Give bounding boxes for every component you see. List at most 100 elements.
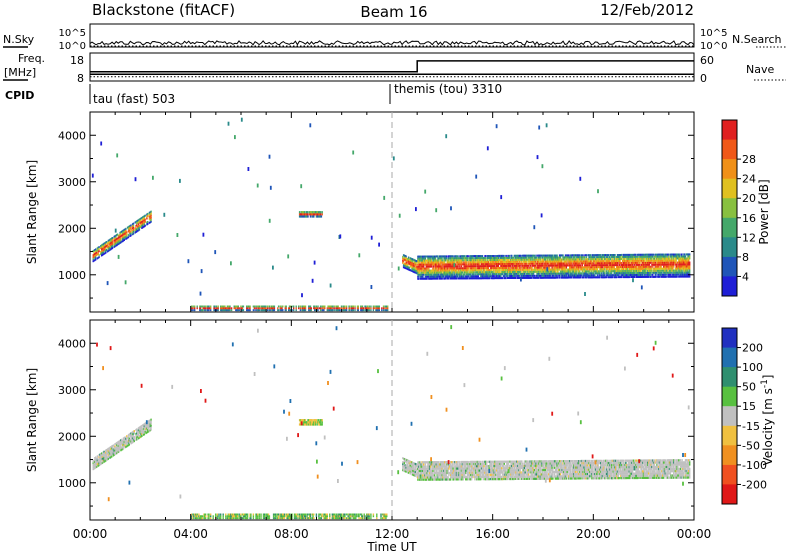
range-gate-cell <box>566 264 568 267</box>
range-gate-cell <box>126 439 128 442</box>
range-gate-cell <box>600 262 602 265</box>
range-gate-cell <box>107 249 109 252</box>
range-gate-cell <box>569 266 571 269</box>
range-gate-cell <box>403 262 406 265</box>
sparse-echo <box>152 175 154 180</box>
range-gate-cell <box>455 273 458 276</box>
range-gate-cell <box>501 277 503 280</box>
range-gate-cell <box>454 271 457 274</box>
range-gate-cell <box>632 257 635 260</box>
range-gate-cell <box>476 277 479 280</box>
range-gate-cell <box>510 258 512 261</box>
range-gate-cell <box>571 258 573 261</box>
range-gate-cell <box>403 254 406 257</box>
sparse-echo <box>584 292 586 296</box>
range-gate-cell <box>616 260 619 262</box>
range-gate-cell <box>524 264 526 267</box>
range-gate-cell <box>640 265 642 268</box>
range-gate-cell <box>407 262 410 265</box>
range-gate-cell <box>548 272 550 275</box>
range-gate-cell <box>123 439 125 441</box>
range-gate-cell <box>507 260 510 263</box>
range-gate-cell <box>107 245 109 248</box>
range-gate-cell <box>439 255 442 258</box>
range-gate-cell <box>469 257 471 260</box>
range-gate-cell <box>642 263 644 266</box>
range-gate-cell <box>141 227 143 229</box>
range-gate-cell <box>101 253 104 256</box>
range-gate-cell <box>573 266 575 269</box>
range-gate-cell <box>649 257 651 260</box>
range-gate-cell <box>361 309 363 312</box>
range-gate-cell <box>131 225 134 228</box>
range-gate-cell <box>499 261 501 263</box>
range-gate-cell <box>136 224 138 227</box>
range-gate-cell <box>652 263 655 266</box>
range-gate-cell <box>627 272 630 274</box>
range-gate-cell <box>466 269 469 272</box>
range-gate-cell <box>562 268 564 271</box>
range-gate-cell <box>431 273 433 276</box>
range-gate-cell <box>549 260 552 263</box>
range-gate-cell <box>647 275 650 278</box>
range-gate-cell <box>413 268 415 271</box>
range-gate-cell <box>560 258 562 261</box>
sparse-echo <box>597 189 599 194</box>
range-gate-cell <box>480 269 483 272</box>
range-gate-cell <box>539 268 541 271</box>
range-gate-cell <box>362 309 364 312</box>
range-gate-cell <box>610 262 612 265</box>
range-gate-cell <box>623 276 625 279</box>
range-gate-cell <box>595 262 597 265</box>
range-gate-cell <box>483 257 485 260</box>
range-gate-cell <box>575 262 578 265</box>
range-gate-cell <box>569 264 572 267</box>
range-gate-cell <box>664 253 666 256</box>
range-gate-cell <box>132 432 135 435</box>
range-gate-cell <box>480 259 482 262</box>
range-gate-cell <box>137 435 140 438</box>
range-gate-cell <box>651 267 653 270</box>
range-gate-cell <box>350 309 353 312</box>
range-gate-cell <box>591 276 594 279</box>
range-gate-cell <box>654 265 656 268</box>
range-gate-cell <box>519 256 521 259</box>
range-gate-cell <box>112 444 115 447</box>
range-gate-cell <box>673 259 676 262</box>
range-gate-cell <box>465 271 468 274</box>
range-gate-cell <box>673 275 676 278</box>
range-gate-cell <box>417 263 419 266</box>
range-gate-cell <box>105 457 108 459</box>
range-gate-cell <box>116 233 119 236</box>
range-gate-cell <box>668 275 670 278</box>
range-gate-cell <box>418 271 420 274</box>
range-gate-cell <box>102 455 104 458</box>
range-gate-cell <box>575 266 578 269</box>
range-gate-cell <box>576 274 578 277</box>
range-gate-cell <box>349 309 351 312</box>
range-gate-cell <box>675 267 677 270</box>
range-gate-cell <box>415 265 417 268</box>
range-gate-cell <box>454 269 457 272</box>
range-gate-cell <box>440 255 443 258</box>
range-gate-cell <box>552 276 554 279</box>
range-gate-cell <box>127 226 130 229</box>
range-gate-cell <box>680 255 682 258</box>
range-gate-cell <box>582 262 584 265</box>
range-gate-cell <box>115 448 117 451</box>
range-gate-cell <box>537 254 539 257</box>
range-gate-cell <box>204 307 206 310</box>
range-gate-cell <box>548 264 551 267</box>
range-gate-cell <box>308 305 311 308</box>
range-gate-cell <box>565 274 567 277</box>
range-gate-cell <box>247 309 250 312</box>
range-gate-cell <box>533 258 536 261</box>
range-gate-cell <box>611 260 613 263</box>
range-gate-cell <box>639 257 641 260</box>
range-gate-cell <box>684 259 687 262</box>
range-gate-cell <box>130 442 132 445</box>
range-gate-cell <box>497 273 500 276</box>
range-gate-cell <box>537 258 539 261</box>
range-gate-cell <box>140 427 142 430</box>
range-gate-cell <box>457 257 459 260</box>
